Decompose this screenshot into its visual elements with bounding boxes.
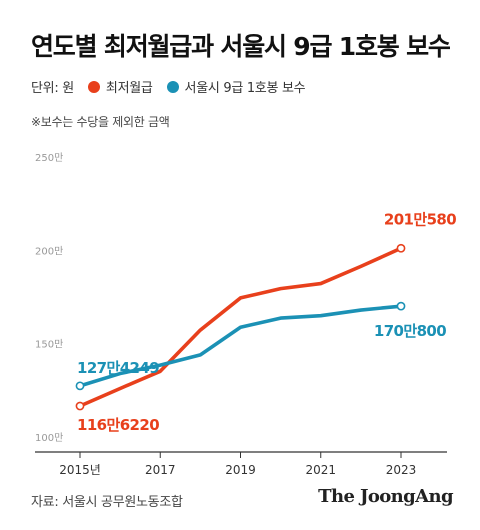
- footnote: ※보수는 수당을 제외한 금액: [31, 115, 170, 129]
- legend: 단위: 원 최저월급 서울시 9급 1호봉 보수: [31, 77, 306, 96]
- legend-label-civil-servant: 서울시 9급 1호봉 보수: [184, 81, 306, 96]
- x-tick-label: 2017: [145, 463, 176, 477]
- x-tick-label: 2019: [225, 463, 256, 477]
- chart-title: 연도별 최저월급과 서울시 9급 1호봉 보수: [31, 32, 451, 61]
- unit-label: 단위: 원: [31, 81, 74, 96]
- series-marker-0: [75, 401, 85, 411]
- source-text: 자료: 서울시 공무원노동조합: [31, 495, 183, 510]
- legend-swatch-civil-servant: [166, 80, 179, 93]
- series-line-0: [78, 246, 403, 408]
- y-tick-label: 250만: [35, 152, 63, 164]
- legend-swatch-min-wage: [87, 80, 100, 93]
- legend-label-min-wage: 최저월급: [105, 81, 153, 96]
- y-tick-label: 150만: [35, 339, 63, 351]
- legend-item-min-wage: 최저월급: [87, 77, 153, 96]
- data-label-min-wage-end: 201만580: [384, 210, 456, 228]
- y-tick-label: 200만: [35, 245, 63, 257]
- series-line-1: [78, 304, 403, 388]
- legend-item-civil-servant: 서울시 9급 1호봉 보수: [166, 77, 306, 96]
- data-label-min-wage-start: 116만6220: [77, 416, 159, 434]
- x-tick-label: 2023: [386, 463, 417, 477]
- x-tick-label: 2021: [305, 463, 336, 477]
- series-marker-1: [75, 381, 85, 391]
- y-tick-label: 100만: [35, 432, 63, 444]
- data-label-civil-servant-start: 127만4249: [77, 359, 159, 377]
- series-marker-1: [396, 301, 406, 311]
- series-marker-0: [396, 243, 406, 253]
- x-tick-label: 2015년: [59, 463, 101, 477]
- brand-logo: The JoongAng: [318, 486, 453, 507]
- data-label-civil-servant-end: 170만800: [374, 322, 446, 340]
